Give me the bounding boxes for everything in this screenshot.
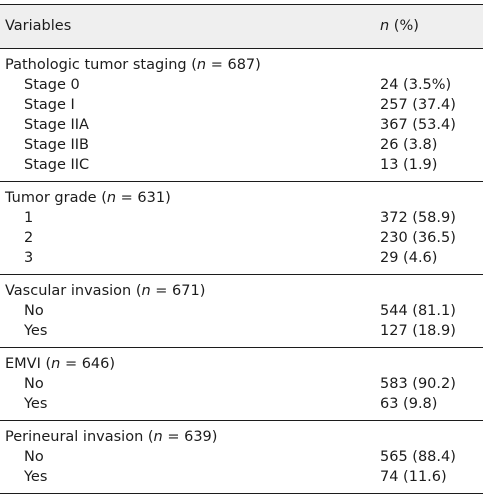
table-group: Perineural invasion (n = 639) No 565 (88.4…: [0, 421, 483, 494]
row-value: 583 (90.2): [380, 376, 456, 392]
table-row: No 565 (88.4): [0, 447, 483, 467]
table-row: Stage IIC 13 (1.9): [0, 155, 483, 175]
table-group: Vascular invasion (n = 671) No 544 (81.1) Y…: [0, 275, 483, 348]
table-row: No 583 (90.2): [0, 374, 483, 394]
row-label: Stage IIA: [24, 117, 89, 133]
row-value: 74 (11.6): [380, 469, 447, 485]
group-title-post: = 687): [206, 57, 261, 73]
row-value: 63 (9.8): [380, 396, 438, 412]
row-label: No: [24, 303, 44, 319]
header-percent: (%): [389, 18, 419, 34]
table-row: Stage I 257 (37.4): [0, 95, 483, 115]
group-title: Pathologic tumor staging (n = 687): [5, 55, 261, 75]
table-row: Stage 0 24 (3.5%): [0, 75, 483, 95]
group-title-row: Pathologic tumor staging (n = 687): [0, 55, 483, 75]
table-row: 3 29 (4.6): [0, 248, 483, 268]
row-value: 372 (58.9): [380, 210, 456, 226]
row-label: Stage I: [24, 97, 75, 113]
row-label: Stage IIB: [24, 137, 90, 153]
group-title-pre: Tumor grade (: [5, 190, 107, 206]
table-row: Stage IIA 367 (53.4): [0, 115, 483, 135]
group-title-post: = 671): [150, 283, 206, 299]
table-group: Pathologic tumor staging (n = 687) Stage …: [0, 49, 483, 182]
row-label: No: [24, 376, 44, 392]
row-label: Yes: [24, 396, 48, 412]
row-value: 127 (18.9): [380, 323, 456, 339]
group-title-n: n: [196, 57, 207, 73]
table-row: Stage IIB 26 (3.8): [0, 135, 483, 155]
group-title: Tumor grade (n = 631): [5, 188, 171, 208]
header-n-percent: n (%): [380, 18, 419, 34]
data-table: Variables n (%) Pathologic tumor staging…: [0, 4, 483, 494]
group-title-pre: Perineural invasion (: [5, 429, 154, 445]
table-row: No 544 (81.1): [0, 301, 483, 321]
group-title-post: = 646): [60, 356, 116, 372]
group-title: Vascular invasion (n = 671): [5, 281, 205, 301]
row-label: Yes: [24, 323, 48, 339]
row-label: 3: [24, 250, 34, 266]
group-title-row: Vascular invasion (n = 671): [0, 281, 483, 301]
row-value: 24 (3.5%): [380, 77, 452, 93]
group-title-pre: EMVI (: [5, 356, 52, 372]
group-title-row: Tumor grade (n = 631): [0, 188, 483, 208]
table-group: EMVI (n = 646) No 583 (90.2) Yes 63 (9.8): [0, 348, 483, 421]
table-group: Tumor grade (n = 631) 1 372 (58.9) 2 230 (36…: [0, 182, 483, 275]
row-label: 2: [24, 230, 34, 246]
row-label: 1: [24, 210, 34, 226]
row-value: 367 (53.4): [380, 117, 456, 133]
group-title-pre: Pathologic tumor staging (: [5, 57, 197, 73]
group-title: Perineural invasion (n = 639): [5, 427, 217, 447]
table-row: Yes 74 (11.6): [0, 467, 483, 487]
row-label: Stage IIC: [24, 157, 90, 173]
row-value: 544 (81.1): [380, 303, 456, 319]
group-title-n: n: [141, 283, 151, 299]
row-value: 29 (4.6): [380, 250, 438, 266]
row-value: 565 (88.4): [380, 449, 456, 465]
row-value: 26 (3.8): [380, 137, 438, 153]
table-row: 1 372 (58.9): [0, 208, 483, 228]
group-title-n: n: [153, 429, 163, 445]
group-title-n: n: [51, 356, 61, 372]
table-row: Yes 63 (9.8): [0, 394, 483, 414]
group-title-row: Perineural invasion (n = 639): [0, 427, 483, 447]
row-value: 230 (36.5): [380, 230, 456, 246]
group-title-n: n: [106, 190, 117, 206]
row-value: 13 (1.9): [380, 157, 438, 173]
table-body: Pathologic tumor staging (n = 687) Stage …: [0, 49, 483, 494]
row-label: No: [24, 449, 44, 465]
row-value: 257 (37.4): [380, 97, 456, 113]
group-title-post: = 639): [162, 429, 218, 445]
table-row: 2 230 (36.5): [0, 228, 483, 248]
header-n-italic: n: [380, 18, 390, 34]
table-row: Yes 127 (18.9): [0, 321, 483, 341]
row-label: Yes: [24, 469, 48, 485]
header-variables: Variables: [5, 18, 72, 34]
group-title-row: EMVI (n = 646): [0, 354, 483, 374]
group-title-pre: Vascular invasion (: [5, 283, 142, 299]
row-label: Stage 0: [24, 77, 80, 93]
group-title-post: = 631): [116, 190, 171, 206]
table-header: Variables n (%): [0, 4, 483, 49]
group-title: EMVI (n = 646): [5, 354, 115, 374]
